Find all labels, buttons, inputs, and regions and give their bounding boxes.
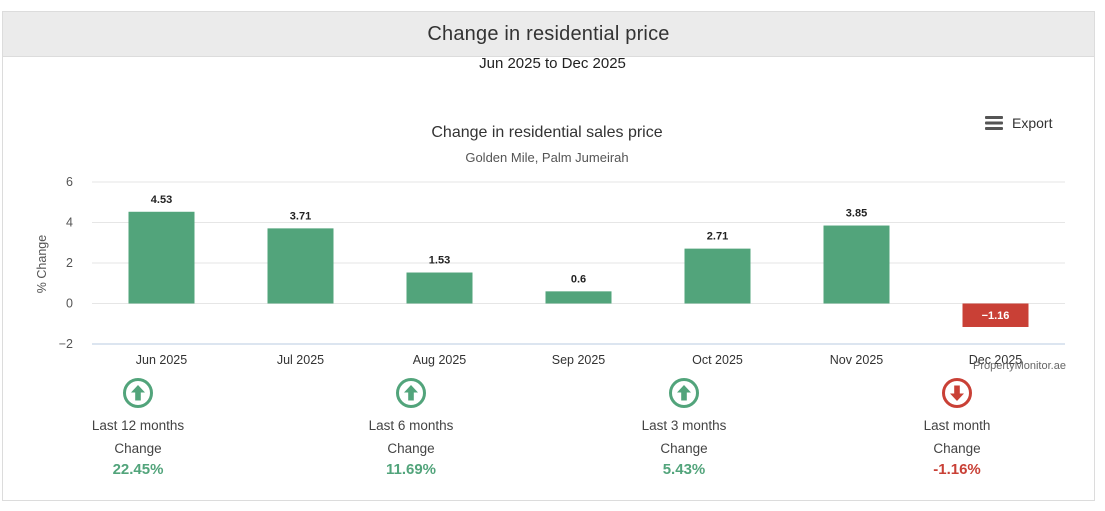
- stat-caption: Change: [660, 441, 708, 456]
- data-label: 4.53: [151, 194, 172, 206]
- hamburger-menu-icon: [985, 116, 1003, 130]
- stat-period: Last 6 months: [368, 418, 454, 433]
- y-axis-ticks: 6 4 2 0 −2: [59, 175, 73, 351]
- y-tick-label: 4: [66, 216, 73, 230]
- stat-period: Last month: [923, 418, 991, 433]
- bars: [128, 211, 1029, 327]
- bar-aug-2025[interactable]: [406, 272, 473, 304]
- x-tick-label: Oct 2025: [692, 353, 743, 367]
- panel-title: Change in residential price: [427, 22, 670, 45]
- arrow-down-circle-icon: [942, 378, 972, 408]
- stat-period: Last 12 months: [91, 418, 185, 433]
- bar-sep-2025[interactable]: [545, 291, 612, 304]
- y-tick-label: −2: [59, 337, 73, 351]
- stat-last-6-months: Last 6 months Change 11.69%: [331, 377, 491, 478]
- data-label: 1.53: [429, 255, 450, 267]
- bar-oct-2025[interactable]: [684, 248, 751, 304]
- arrow-up-circle-icon: [669, 378, 699, 408]
- stat-caption: Change: [387, 441, 435, 456]
- stat-last-12-months: Last 12 months Change 22.45%: [58, 377, 218, 478]
- stat-value: -1.16%: [933, 461, 981, 478]
- bar-jul-2025[interactable]: [267, 228, 334, 304]
- x-axis-ticks: Jun 2025 Jul 2025 Aug 2025 Sep 2025 Oct 2025…: [136, 353, 1023, 367]
- stat-value: 11.69%: [385, 461, 437, 478]
- stat-last-month: Last month Change -1.16%: [877, 377, 1037, 478]
- x-tick-label: Jun 2025: [136, 353, 187, 367]
- stat-last-3-months: Last 3 months Change 5.43%: [604, 377, 764, 478]
- arrow-up-circle-icon: [123, 378, 153, 408]
- y-axis-title: % Change: [35, 235, 49, 293]
- export-label: Export: [1012, 115, 1053, 131]
- x-tick-label: Dec 2025: [969, 353, 1023, 367]
- data-labels: 4.53 3.71 1.53 0.6 2.71 3.85 −1.16: [151, 194, 1010, 322]
- y-tick-label: 6: [66, 175, 73, 189]
- stat-value: 5.43%: [662, 461, 706, 478]
- bar-dec-2025[interactable]: [962, 303, 1029, 327]
- chart-subtitle: Golden Mile, Palm Jumeirah: [465, 150, 628, 165]
- y-tick-label: 2: [66, 256, 73, 270]
- gridlines: [92, 181, 1065, 345]
- stat-value: 22.45%: [112, 461, 164, 478]
- data-label: 0.6: [571, 273, 586, 285]
- panel-header: Change in residential price: [3, 12, 1094, 57]
- x-tick-label: Sep 2025: [552, 353, 606, 367]
- stat-caption: Change: [114, 441, 162, 456]
- bar-jun-2025[interactable]: [128, 211, 195, 304]
- chart-title: Change in residential sales price: [431, 124, 662, 141]
- x-tick-label: Jul 2025: [277, 353, 324, 367]
- x-tick-label: Aug 2025: [413, 353, 467, 367]
- data-label: −1.16: [982, 310, 1010, 322]
- arrow-up-circle-icon: [396, 378, 426, 408]
- x-tick-label: Nov 2025: [830, 353, 884, 367]
- bar-chart: Change in residential sales price Golden…: [35, 124, 1065, 367]
- data-label: 2.71: [707, 231, 728, 243]
- data-label: 3.85: [846, 208, 867, 220]
- stat-caption: Change: [933, 441, 981, 456]
- chart-credit: PropertyMonitor.ae: [973, 360, 1066, 372]
- change-summary: Last 12 months Change 22.45% Last 6 mont…: [0, 377, 1105, 487]
- date-range: Jun 2025 to Dec 2025: [479, 55, 626, 72]
- bar-nov-2025[interactable]: [823, 225, 890, 304]
- y-tick-label: 0: [66, 297, 73, 311]
- data-label: 3.71: [290, 210, 311, 222]
- stat-period: Last 3 months: [641, 418, 727, 433]
- export-button[interactable]: Export: [985, 115, 1052, 131]
